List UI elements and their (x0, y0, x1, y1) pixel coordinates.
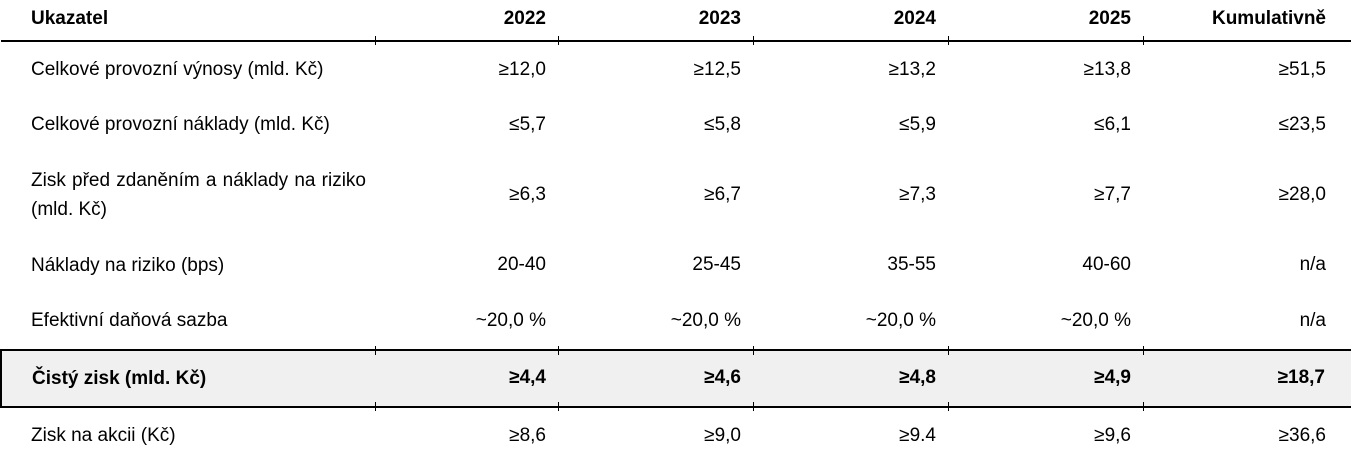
value-cell: ≥4,4 (375, 346, 559, 413)
table-row: Efektivní daňová sazba ~20,0 % ~20,0 % ~20,… (1, 293, 1351, 349)
value-cell: ≥12,5 (693, 58, 741, 80)
value-cell: ≥7,7 (1094, 184, 1131, 206)
value-cell: n/a (1299, 309, 1326, 331)
value-cell: ~20,0 % (1060, 309, 1131, 331)
value-cell: ≥4,9 (948, 346, 1144, 413)
value-cell: ≤6,1 (1094, 114, 1131, 136)
value-cell: ≤5,9 (899, 114, 936, 136)
value-cell: ≥6,3 (509, 184, 546, 206)
value-cell: ≥16,0 % (559, 463, 754, 465)
row-label-cell: Zisk před zdaněním a náklady na riziko (… (31, 169, 366, 221)
value-cell: ~20,0 % (475, 309, 546, 331)
row-label-cell: Čistý zisk (mld. Kč) (0, 348, 376, 409)
value-cell: ≤23,5 (1278, 114, 1326, 136)
row-label-cell: Efektivní daňová sazba (31, 310, 228, 332)
table-body: Celkové provozní výnosy (mld. Kč) ≥12,0 ≥1… (0, 41, 1351, 465)
value-cell: ≥13,2 (888, 58, 936, 80)
table-row: Návratnost hmotného kapitálu≥16,0 %≥16,0… (1, 463, 1351, 465)
value-cell: 40-60 (1082, 254, 1131, 276)
value-cell: ≥13,8 (1083, 58, 1131, 80)
table-row: Zisk před zdaněním a náklady na riziko (… (1, 153, 1351, 238)
row-label-cell: Návratnost hmotného kapitálu (1, 463, 376, 465)
value-cell: 35-55 (887, 254, 936, 276)
value-cell: n/a (1299, 254, 1326, 276)
table-row: Zisk na akcii (Kč) ≥8,6 ≥9,0 ≥9.4 ≥9,6 ≥36,6 (1, 407, 1351, 463)
value-cell: ≥51,5 (1278, 58, 1326, 80)
value-cell: n/a (1144, 463, 1351, 465)
column-header-indicator: Ukazatel (1, 0, 376, 42)
value-cell: ≥16,0 % (376, 463, 559, 465)
value-cell: ≥4,6 (558, 346, 754, 413)
value-cell: 20-40 (497, 254, 546, 276)
value-cell: ≤5,8 (704, 114, 741, 136)
table-row: Náklady na riziko (bps) 20-40 25-45 35-55 40… (1, 238, 1351, 293)
table-row: Celkové provozní výnosy (mld. Kč) ≥12,0 ≥1… (1, 41, 1351, 97)
table-row-emphasis: Čistý zisk (mld. Kč) ≥4,4 ≥4,6 ≥4,8 ≥4,9 ≥18,… (0, 346, 1351, 413)
value-cell: ≥18,7 (1143, 346, 1351, 413)
table-header-row: Ukazatel 2022 2023 2024 2025 Kumulativně (1, 0, 1351, 45)
value-cell: ≥36,6 (1278, 424, 1326, 446)
row-label-cell: Celkové provozní náklady (mld. Kč) (31, 114, 330, 136)
value-cell: ≥28,0 (1278, 184, 1326, 206)
value-cell: ≥16.0 % (754, 463, 949, 465)
value-cell: ≥8,6 (509, 424, 546, 446)
value-cell: ≥6,7 (704, 184, 741, 206)
column-header-5: Kumulativně (1143, 0, 1351, 45)
value-cell: ≥9,6 (1094, 424, 1131, 446)
column-header-3: 2024 (753, 0, 949, 45)
value-cell: 25-45 (692, 254, 741, 276)
value-cell: ~20,0 % (670, 309, 741, 331)
table-header: Ukazatel 2022 2023 2024 2025 Kumulativně (1, 0, 1351, 45)
row-label-cell: Celkové provozní výnosy (mld. Kč) (31, 59, 324, 80)
value-cell: ≥7,3 (899, 184, 936, 206)
value-cell: ~20,0 % (865, 309, 936, 331)
row-label-cell: Zisk na akcii (Kč) (31, 425, 176, 447)
value-cell: ≥9,0 (704, 424, 741, 446)
row-label-cell: Náklady na riziko (bps) (31, 254, 225, 276)
value-cell: ≥16,0 % (949, 463, 1144, 465)
value-cell: ≥9.4 (899, 424, 936, 446)
column-header-2: 2023 (558, 0, 754, 45)
value-cell: ≤5,7 (509, 114, 546, 136)
column-header-4: 2025 (948, 0, 1144, 45)
value-cell: ≥4,8 (753, 346, 949, 413)
value-cell: ≥12,0 (498, 58, 546, 80)
table-row: Celkové provozní náklady (mld. Kč) ≤5,7 ≤5… (1, 97, 1351, 152)
column-header-1: 2022 (375, 0, 559, 45)
